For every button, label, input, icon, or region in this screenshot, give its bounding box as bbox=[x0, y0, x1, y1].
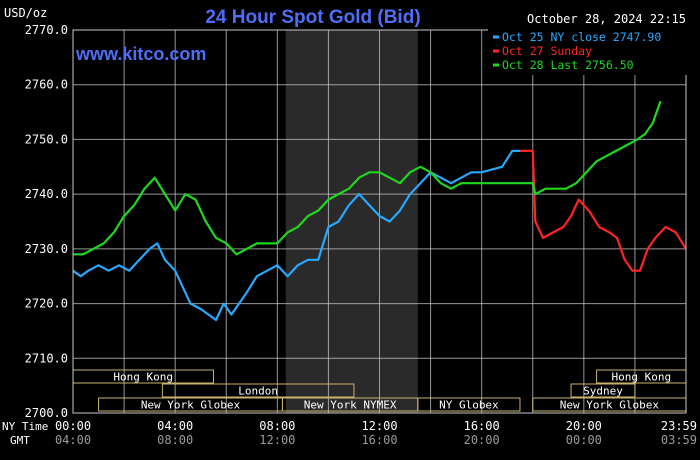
plot-frame bbox=[72, 29, 687, 414]
session-bar bbox=[417, 397, 521, 412]
x-tick-label-gmt: 04:00 bbox=[55, 433, 91, 447]
x-tick-label-gmt: 16:00 bbox=[361, 433, 397, 447]
legend-label-oct28: Oct 28 Last 2756.50 bbox=[502, 58, 634, 72]
x-tick-label-ny: 12:00 bbox=[361, 419, 397, 433]
y-tick-label: 2720.0 bbox=[25, 297, 68, 311]
y-tick-label: 2700.0 bbox=[25, 406, 68, 420]
x-tick-label-ny: 16:00 bbox=[464, 419, 500, 433]
series-layer bbox=[72, 100, 687, 322]
session-label: Sydney bbox=[583, 385, 623, 398]
session-label: Hong Kong bbox=[611, 371, 671, 384]
legend-label-oct27: Oct 27 Sunday bbox=[502, 44, 592, 58]
x-tick-label-ny: 23:59 bbox=[661, 419, 697, 433]
x-tick-label-ny: 00:00 bbox=[55, 419, 91, 433]
series-line-oct25 bbox=[72, 149, 520, 322]
session-label: NY Globex bbox=[439, 399, 499, 412]
legend-box bbox=[488, 29, 688, 75]
session-bar bbox=[161, 383, 355, 398]
series-line-oct27 bbox=[520, 149, 687, 272]
x-tick-label-gmt: 12:00 bbox=[259, 433, 295, 447]
y-tick-label: 2750.0 bbox=[25, 132, 68, 146]
ny-time-row-label: NY Time bbox=[2, 420, 48, 433]
session-label: London bbox=[238, 385, 278, 398]
series-line-oct28 bbox=[73, 100, 662, 256]
shaded-region-layer bbox=[285, 30, 418, 413]
x-tick-label-ny: 04:00 bbox=[157, 419, 193, 433]
chart-title: 24 Hour Spot Gold (Bid) bbox=[205, 7, 420, 28]
session-bar bbox=[570, 383, 636, 398]
gmt-row-label: GMT bbox=[10, 434, 30, 447]
x-tick-label-gmt: 08:00 bbox=[157, 433, 193, 447]
x-tick-label-gmt: 00:00 bbox=[566, 433, 602, 447]
x-tick-label-gmt: 03:59 bbox=[661, 433, 697, 447]
x-tick-label-gmt: 20:00 bbox=[464, 433, 500, 447]
y-tick-label: 2760.0 bbox=[25, 78, 68, 92]
y-tick-label: 2740.0 bbox=[25, 187, 68, 201]
session-label: New York NYMEX bbox=[304, 399, 397, 412]
y-tick-label: 2770.0 bbox=[25, 23, 68, 37]
x-tick-label-ny: 08:00 bbox=[259, 419, 295, 433]
session-label: Hong Kong bbox=[113, 371, 173, 384]
y-tick-label: 2730.0 bbox=[25, 242, 68, 256]
plot-frame-layer bbox=[72, 29, 687, 414]
session-label: New York Globex bbox=[560, 399, 660, 412]
session-label: New York Globex bbox=[141, 399, 241, 412]
website-label: www.kitco.com bbox=[75, 44, 206, 64]
legend-label-oct25: Oct 25 NY close 2747.90 bbox=[502, 30, 661, 44]
x-tick-label-ny: 20:00 bbox=[566, 419, 602, 433]
shaded-session-region bbox=[285, 30, 418, 413]
timestamp-label: October 28, 2024 22:15 bbox=[527, 12, 686, 26]
unit-label: USD/oz bbox=[4, 6, 47, 20]
y-tick-label: 2710.0 bbox=[25, 351, 68, 365]
x-tick-labels: 00:0004:0004:0008:0008:0012:0012:0016:00… bbox=[55, 419, 697, 447]
y-tick-labels: 2700.0 2710.0 2720.0 2730.0 2740.0 2750.0 2760… bbox=[25, 23, 68, 420]
